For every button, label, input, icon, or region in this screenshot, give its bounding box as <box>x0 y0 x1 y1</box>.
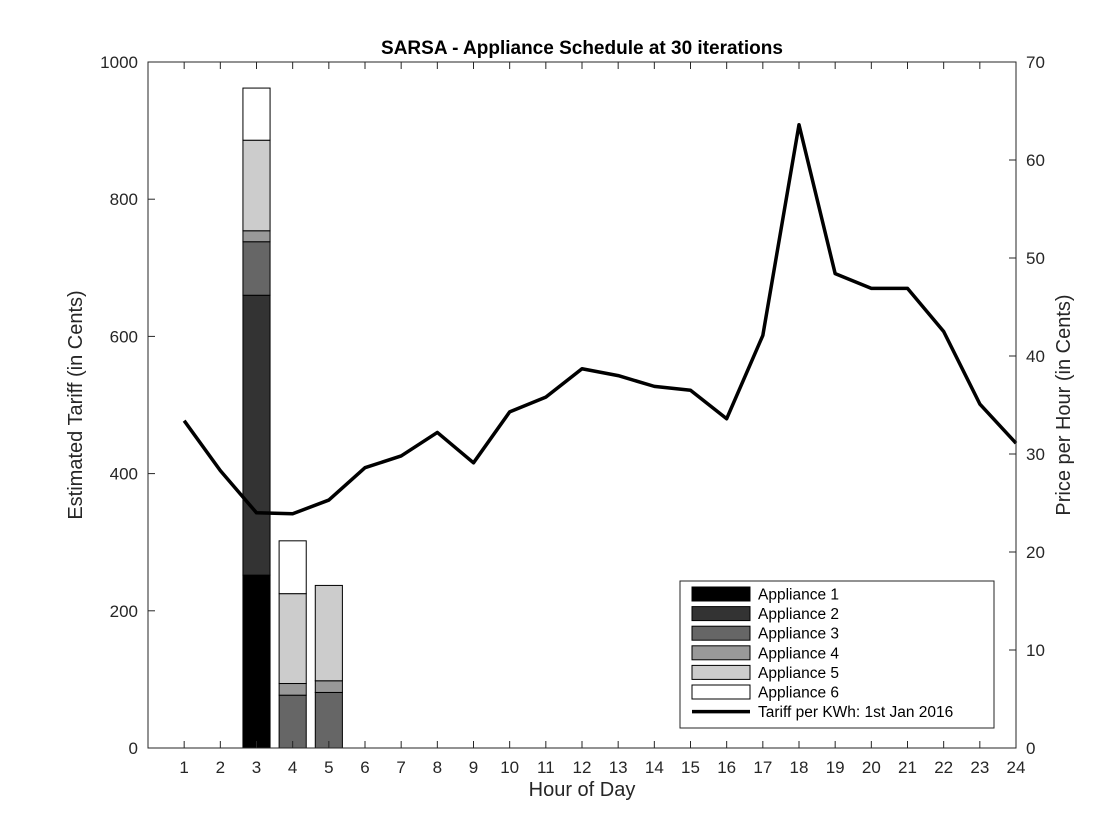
y-right-tick-label: 30 <box>1026 445 1045 464</box>
y-left-tick-label: 0 <box>129 739 138 758</box>
x-tick-label: 6 <box>360 758 369 777</box>
bar-segment-hour-3-appliance-3 <box>242 241 271 296</box>
x-axis-label: Hour of Day <box>529 779 636 801</box>
x-tick-label: 18 <box>790 758 809 777</box>
y-axis-right-label: Price per Hour (in Cents) <box>1053 294 1075 515</box>
x-tick-label: 4 <box>288 758 297 777</box>
x-tick-label: 8 <box>433 758 442 777</box>
bar-segment-hour-3-appliance-2 <box>242 294 271 576</box>
x-tick-label: 11 <box>537 758 555 777</box>
legend-swatch <box>691 645 751 661</box>
bar-segment-hour-4-appliance-4 <box>278 683 307 696</box>
legend-label: Appliance 5 <box>758 665 839 682</box>
chart-title: SARSA - Appliance Schedule at 30 iterati… <box>381 38 783 59</box>
legend-swatch <box>691 684 751 700</box>
x-tick-label: 7 <box>396 758 405 777</box>
x-tick-label: 5 <box>324 758 333 777</box>
x-tick-label: 3 <box>252 758 261 777</box>
x-tick-label: 14 <box>645 758 664 777</box>
legend-label: Appliance 6 <box>758 685 839 702</box>
y-left-tick-label: 1000 <box>100 53 138 72</box>
legend-swatch <box>691 586 751 602</box>
legend-swatch <box>691 625 751 641</box>
legend-swatch <box>691 606 751 622</box>
x-axis: 1 2 3 4 5 6 7 8 9 10 11 12 13 14 15 16 17 18 19 20 21 22 23 24 <box>179 62 1025 777</box>
legend-label: Appliance 4 <box>758 645 839 662</box>
x-tick-label: 13 <box>609 758 628 777</box>
y-right-tick-label: 60 <box>1026 151 1045 170</box>
y-right-tick-label: 40 <box>1026 347 1045 366</box>
x-tick-label: 15 <box>681 758 700 777</box>
y-right-tick-label: 10 <box>1026 641 1045 660</box>
legend-swatch <box>691 664 751 680</box>
bar-segment-hour-3-appliance-4 <box>242 230 271 243</box>
bar-segment-hour-5-appliance-5 <box>314 584 343 682</box>
x-tick-label: 9 <box>469 758 478 777</box>
x-tick-label: 16 <box>717 758 736 777</box>
bars-layer <box>242 87 343 749</box>
tariff-line <box>182 122 1018 516</box>
x-tick-label: 24 <box>1007 758 1026 777</box>
x-tick-label: 21 <box>898 758 917 777</box>
y-right-tick-label: 50 <box>1026 249 1045 268</box>
bar-segment-hour-3-appliance-5 <box>242 139 271 232</box>
bar-segment-hour-4-appliance-3 <box>278 694 307 749</box>
y-left-tick-label: 800 <box>110 190 138 209</box>
x-tick-label: 23 <box>970 758 989 777</box>
x-tick-label: 20 <box>862 758 881 777</box>
y-axis-left-label: Estimated Tariff (in Cents) <box>65 290 87 519</box>
bar-segment-hour-3-appliance-1 <box>242 574 271 749</box>
legend: Appliance 1 Appliance 2 Appliance 3 Applian… <box>679 580 995 729</box>
x-tick-label: 22 <box>934 758 953 777</box>
y-right-tick-label: 20 <box>1026 543 1045 562</box>
bar-segment-hour-5-appliance-3 <box>314 691 343 749</box>
legend-label: Appliance 1 <box>758 587 839 604</box>
x-tick-label: 10 <box>500 758 519 777</box>
y-right-tick-label: 70 <box>1026 53 1045 72</box>
x-tick-label: 17 <box>753 758 772 777</box>
x-tick-label: 2 <box>216 758 225 777</box>
bar-segment-hour-4-appliance-5 <box>278 593 307 685</box>
legend-label: Appliance 3 <box>758 626 839 643</box>
y-axis-left: 0 200 400 600 800 1000 <box>100 53 155 758</box>
x-tick-label: 19 <box>826 758 845 777</box>
x-tick-label: 1 <box>179 758 188 777</box>
bar-segment-hour-5-appliance-4 <box>314 680 343 693</box>
y-axis-right: 0 10 20 30 40 50 60 70 <box>1009 53 1045 758</box>
x-tick-label: 12 <box>573 758 592 777</box>
bar-segment-hour-3-appliance-6 <box>242 87 271 141</box>
legend-label: Appliance 2 <box>758 606 839 623</box>
y-right-tick-label: 0 <box>1026 739 1035 758</box>
bar-segment-hour-4-appliance-6 <box>278 540 307 595</box>
y-left-tick-label: 600 <box>110 327 138 346</box>
y-left-tick-label: 200 <box>110 602 138 621</box>
legend-label: Tariff per KWh: 1st Jan 2016 <box>758 704 953 721</box>
y-left-tick-label: 400 <box>110 465 138 484</box>
